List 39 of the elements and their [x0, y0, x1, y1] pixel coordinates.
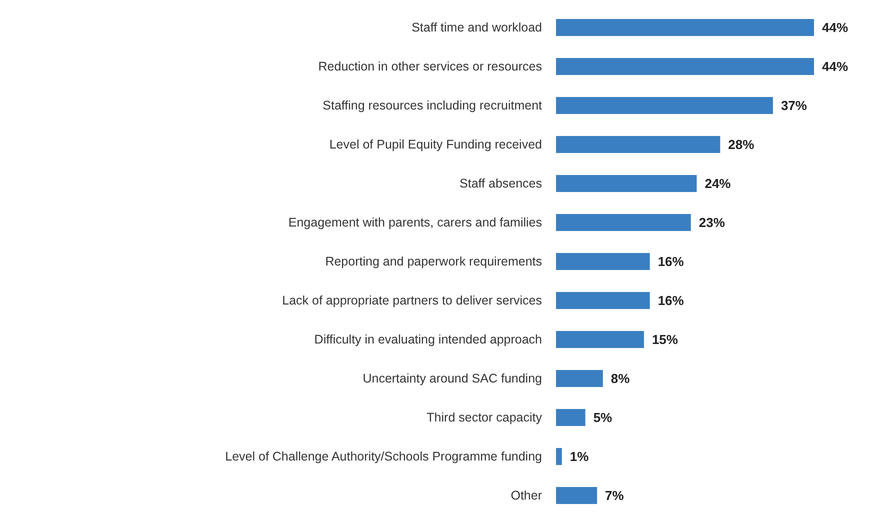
bar [556, 487, 598, 504]
data-label: 16% [658, 293, 684, 308]
bar [556, 409, 586, 426]
y-tick-label: Level of Pupil Equity Funding received [329, 138, 542, 152]
y-tick-label: Staff absences [460, 176, 542, 190]
y-tick-label: Third sector capacity [426, 410, 543, 424]
y-tick-label: Engagement with parents, carers and families [288, 216, 542, 230]
bar [556, 370, 603, 387]
data-label: 24% [704, 176, 732, 191]
bar [556, 175, 697, 192]
bar [556, 292, 650, 309]
bar [556, 331, 644, 348]
bar [556, 97, 773, 114]
data-label: 28% [728, 137, 755, 152]
data-label: 15% [652, 332, 678, 347]
data-label: 5% [593, 410, 613, 425]
bar [556, 448, 562, 465]
data-label: 1% [570, 449, 590, 464]
y-tick-label: Reduction in other services or resources [318, 60, 542, 74]
y-tick-label: Staffing resources including recruitment [322, 98, 543, 112]
y-tick-label: Staff time and workload [412, 20, 542, 34]
y-tick-label: Reporting and paperwork requirements [325, 254, 542, 268]
bar [556, 19, 814, 36]
y-tick-label: Other [510, 488, 542, 502]
bar [556, 214, 691, 231]
y-tick-label: Level of Challenge Authority/Schools Programme funding [225, 450, 542, 464]
bar [556, 136, 720, 153]
bar [556, 58, 814, 75]
data-label: 7% [605, 488, 624, 503]
y-tick-label: Uncertainty around SAC funding [362, 372, 542, 386]
data-label: 16% [658, 254, 684, 269]
data-label: 44% [822, 59, 848, 74]
data-label: 8% [610, 371, 630, 386]
data-label: 23% [698, 215, 726, 230]
y-tick-label: Lack of appropriate partners to deliver services [282, 294, 542, 308]
bar [556, 253, 650, 270]
data-label: 37% [780, 98, 808, 113]
y-tick-label: Difficulty in evaluating intended approach [314, 332, 542, 346]
data-label: 44% [822, 20, 848, 35]
